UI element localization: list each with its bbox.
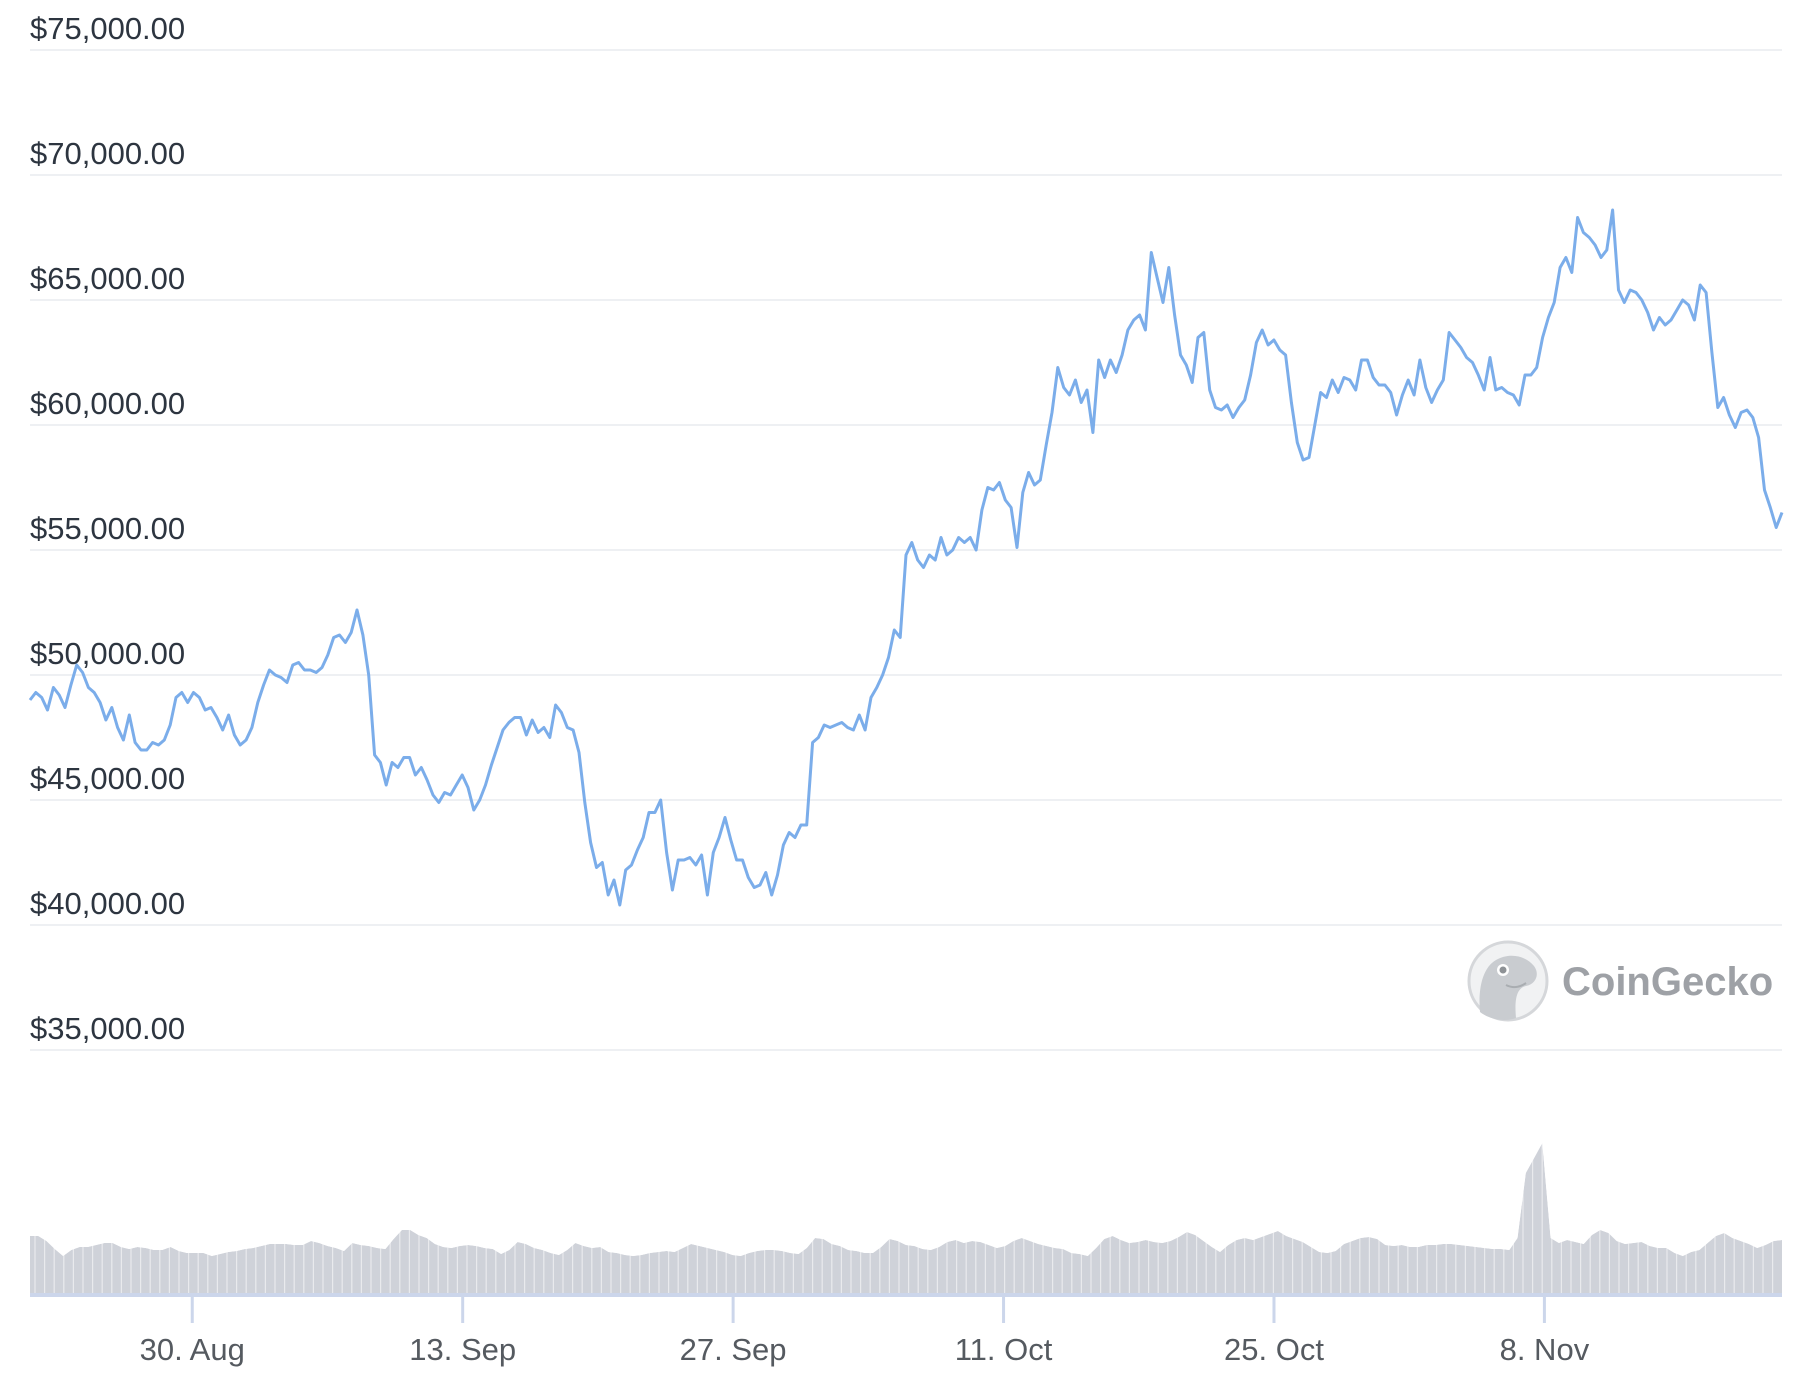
y-tick-label: $50,000.00: [30, 636, 185, 671]
volume-area: [30, 1143, 1782, 1293]
x-tick-label: 27. Sep: [680, 1332, 787, 1367]
price-line[interactable]: [28, 208, 1784, 907]
y-tick-label: $70,000.00: [30, 136, 185, 171]
y-tick-label: $40,000.00: [30, 886, 185, 921]
x-tick-label: 11. Oct: [955, 1332, 1053, 1367]
y-tick-label: $35,000.00: [30, 1011, 185, 1046]
y-tick-label: $60,000.00: [30, 386, 185, 421]
x-tick-label: 30. Aug: [140, 1332, 245, 1367]
y-axis-labels: $75,000.00 $70,000.00 $65,000.00 $60,000.00…: [30, 11, 185, 1046]
x-tick-label: 8. Nov: [1500, 1332, 1590, 1367]
y-gridlines: [30, 49, 1782, 1051]
x-axis-ticks: 30. Aug 13. Sep 27. Sep 11. Oct 25. Oct 8. No…: [140, 1295, 1590, 1367]
watermark-brand: CoinGecko: [1562, 960, 1773, 1004]
y-tick-label: $55,000.00: [30, 511, 185, 546]
gecko-logo-icon: [1467, 940, 1549, 1022]
y-tick-label: $75,000.00: [30, 11, 185, 46]
y-tick-label: $65,000.00: [30, 261, 185, 296]
volume-bars: [30, 1130, 1782, 1293]
y-tick-label: $45,000.00: [30, 761, 185, 796]
volume-mask: [30, 1130, 1782, 1256]
x-tick-label: 13. Sep: [409, 1332, 516, 1367]
x-tick-label: 25. Oct: [1224, 1332, 1324, 1367]
watermark: CoinGecko: [1467, 940, 1773, 1022]
